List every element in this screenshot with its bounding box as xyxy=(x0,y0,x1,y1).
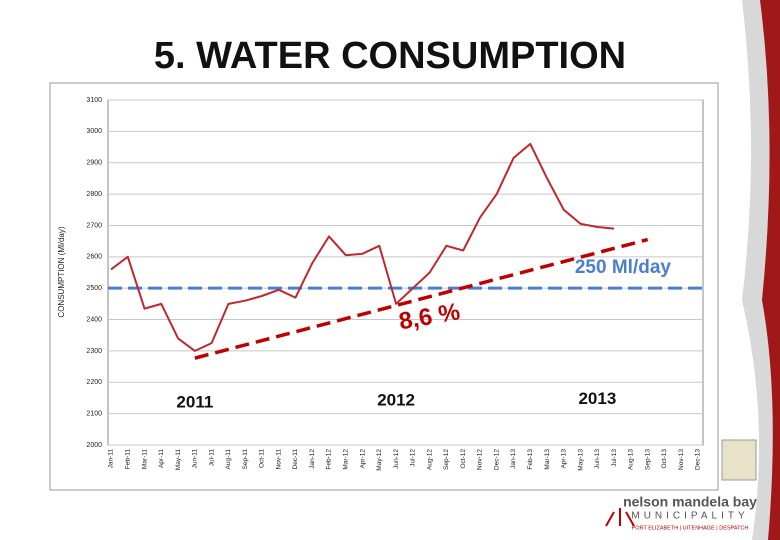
x-tick-label: Oct-12 xyxy=(460,449,467,469)
x-tick-label: Nov-12 xyxy=(477,449,484,470)
y-tick-label: 2600 xyxy=(86,254,102,261)
x-tick-label: Sep-12 xyxy=(443,449,450,470)
x-tick-label: Aug-13 xyxy=(628,449,635,470)
x-tick-label: Feb-12 xyxy=(326,449,333,470)
x-tick-label: Apr-13 xyxy=(561,449,568,469)
x-tick-label: May-13 xyxy=(577,449,584,471)
x-tick-label: Mar-12 xyxy=(343,449,350,470)
x-tick-label: Dec-13 xyxy=(695,449,702,470)
plot: 2000 2100 2200 2300 2400 2500 2600 2700 2800 2900… xyxy=(86,97,703,471)
x-tick-label: Dec-11 xyxy=(292,449,299,470)
x-tick-label: Aug-12 xyxy=(426,449,433,470)
y-tick-label: 2500 xyxy=(86,285,102,292)
y-tick-label: 2200 xyxy=(86,379,102,386)
x-tick-label: Aug-11 xyxy=(225,449,232,470)
x-tick-label: Feb-13 xyxy=(527,449,534,470)
x-tick-label: Apr-11 xyxy=(158,449,165,468)
logo-badge xyxy=(721,439,757,481)
logo-icon xyxy=(605,508,635,527)
x-tick-label: Oct-11 xyxy=(259,449,266,468)
x-tick-label: Dec-12 xyxy=(493,449,500,470)
logo-name: nelson mandela bay xyxy=(623,494,757,510)
x-tick-label: Sep-13 xyxy=(644,449,651,470)
trend-line xyxy=(194,237,649,360)
y-tick-label: 2100 xyxy=(86,410,102,417)
x-tick-label: Jul-12 xyxy=(410,449,417,467)
x-tick-label: Jun-11 xyxy=(192,449,199,469)
slide-title: 5. WATER CONSUMPTION xyxy=(154,35,626,77)
x-tick-label: Jan-13 xyxy=(510,449,517,469)
y-tick-label: 2300 xyxy=(86,348,102,355)
plot-area xyxy=(107,99,704,446)
y-tick-label: 2400 xyxy=(86,316,102,323)
y-tick-label: 2900 xyxy=(86,160,102,167)
x-tick-label: Jul-13 xyxy=(611,449,618,467)
annotation: 2011 xyxy=(176,392,213,411)
x-tick-label: Oct-13 xyxy=(661,449,668,469)
logo-subtitle: MUNICIPALITY xyxy=(631,511,748,522)
x-tick-label: Sep-11 xyxy=(242,449,249,470)
y-tick-label: 2800 xyxy=(86,191,102,198)
reference-label: 250 Ml/day xyxy=(575,257,672,278)
x-tick-label: Nov-13 xyxy=(678,449,685,470)
annotation: 2013 xyxy=(578,389,616,408)
x-tick-label: Jul-11 xyxy=(208,449,215,467)
x-tick-label: Apr-12 xyxy=(359,449,366,469)
y-tick-label: 3000 xyxy=(86,128,102,135)
y-tick-label: 2700 xyxy=(86,222,102,229)
x-tick-label: May-12 xyxy=(376,449,383,471)
x-tick-label: Nov-11 xyxy=(275,449,282,470)
y-axis-label: CONSUMPTION (Ml/day) xyxy=(57,226,66,317)
logo-places: PORT ELIZABETH | UITENHAGE | DESPATCH xyxy=(632,525,749,531)
x-tick-label: Mar-13 xyxy=(544,449,551,470)
x-tick-label: Feb-11 xyxy=(124,449,131,469)
data-line xyxy=(110,142,615,352)
y-tick-label: 2000 xyxy=(86,442,102,449)
x-tick-label: Mar-11 xyxy=(141,449,148,469)
decoration xyxy=(760,0,780,540)
x-tick-label: May-11 xyxy=(175,449,182,471)
x-tick-label: Jan-11 xyxy=(108,449,115,469)
y-tick-label: 3100 xyxy=(86,97,102,104)
x-tick-label: Jan-12 xyxy=(309,449,316,469)
annotation: 2012 xyxy=(377,391,415,410)
x-tick-label: Jun-12 xyxy=(393,449,400,469)
x-tick-label: Jun-13 xyxy=(594,449,601,469)
